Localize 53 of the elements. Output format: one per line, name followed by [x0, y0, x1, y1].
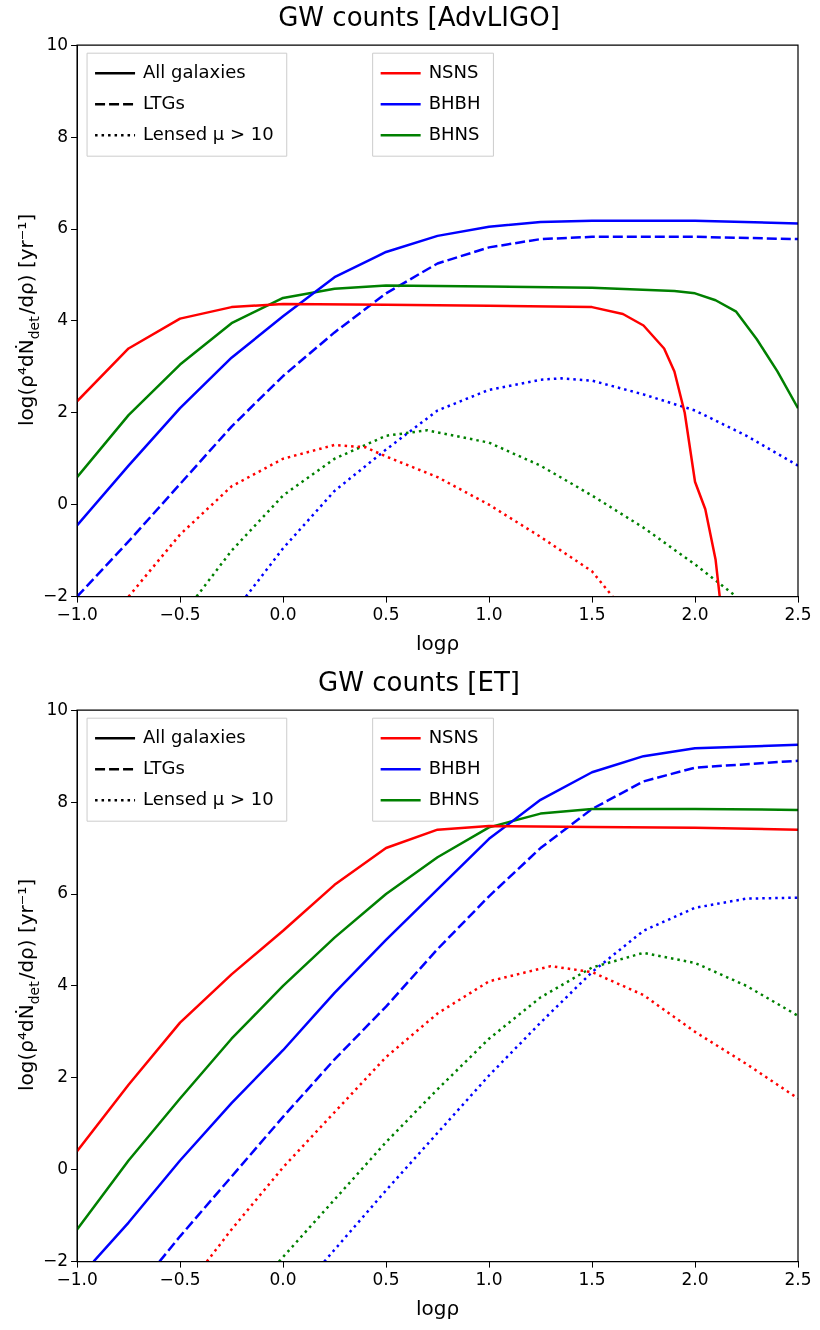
legend-label: All galaxies: [143, 60, 246, 82]
x-tick-label: 1.0: [475, 604, 503, 625]
x-tick-label: 2.5: [784, 1269, 812, 1290]
x-tick-label: 1.5: [578, 604, 606, 625]
legend-label: BHNS: [428, 122, 480, 144]
x-axis-title: logρ: [415, 1296, 460, 1321]
legend-label: Lensed μ > 10: [143, 122, 274, 144]
chart-title: GW counts [ET]: [318, 667, 520, 698]
x-tick-label: −1.0: [56, 1269, 98, 1290]
x-tick-label: −0.5: [159, 1269, 201, 1290]
legend-label: BHBH: [428, 756, 481, 778]
x-tick-label: 2.0: [681, 604, 709, 625]
x-tick-label: 2.0: [681, 1269, 709, 1290]
y-tick-label: 0: [57, 493, 69, 514]
line-series: [205, 964, 798, 1262]
chart-title: GW counts [AdvLIGO]: [278, 2, 560, 33]
legend-label: NSNS: [428, 60, 479, 82]
legend-label: LTGs: [143, 91, 185, 113]
y-tick-label: 4: [57, 309, 69, 330]
y-tick-label: 6: [57, 882, 69, 903]
y-axis-title: log(ρ⁴dṄdet/dρ) [yr⁻¹]: [14, 213, 42, 426]
x-tick-label: 0.0: [269, 604, 297, 625]
y-tick-label: 4: [57, 974, 69, 995]
x-tick-label: 2.5: [784, 604, 812, 625]
x-tick-label: 0.5: [372, 604, 400, 625]
y-axis-title: log(ρ⁴dṄdet/dρ) [yr⁻¹]: [14, 878, 42, 1091]
legend-label: LTGs: [143, 756, 185, 778]
line-series: [77, 235, 798, 597]
legend-label: NSNS: [428, 725, 479, 747]
line-series: [277, 951, 798, 1262]
x-tick-label: −0.5: [159, 604, 201, 625]
y-tick-label: 2: [57, 1066, 69, 1087]
legend-label: BHNS: [428, 787, 480, 809]
y-tick-label: 8: [57, 125, 69, 146]
y-tick-label: 2: [57, 401, 69, 422]
x-tick-label: 1.5: [578, 1269, 606, 1290]
y-tick-label: −2: [43, 585, 69, 606]
y-tick-label: 8: [57, 790, 69, 811]
x-tick-label: 1.0: [475, 1269, 503, 1290]
line-series: [244, 377, 798, 597]
x-tick-label: 0.0: [269, 1269, 297, 1290]
line-series: [322, 896, 798, 1262]
y-tick-label: −2: [43, 1250, 69, 1271]
legend-label: BHBH: [428, 91, 481, 113]
x-axis-title: logρ: [415, 631, 460, 656]
y-tick-label: 6: [57, 217, 69, 238]
x-tick-label: −1.0: [56, 604, 98, 625]
y-tick-label: 10: [46, 33, 69, 54]
legend-label: Lensed μ > 10: [143, 787, 274, 809]
legend-label: All galaxies: [143, 725, 246, 747]
y-tick-label: 0: [57, 1158, 69, 1179]
y-tick-label: 10: [46, 698, 69, 719]
x-tick-label: 0.5: [372, 1269, 400, 1290]
